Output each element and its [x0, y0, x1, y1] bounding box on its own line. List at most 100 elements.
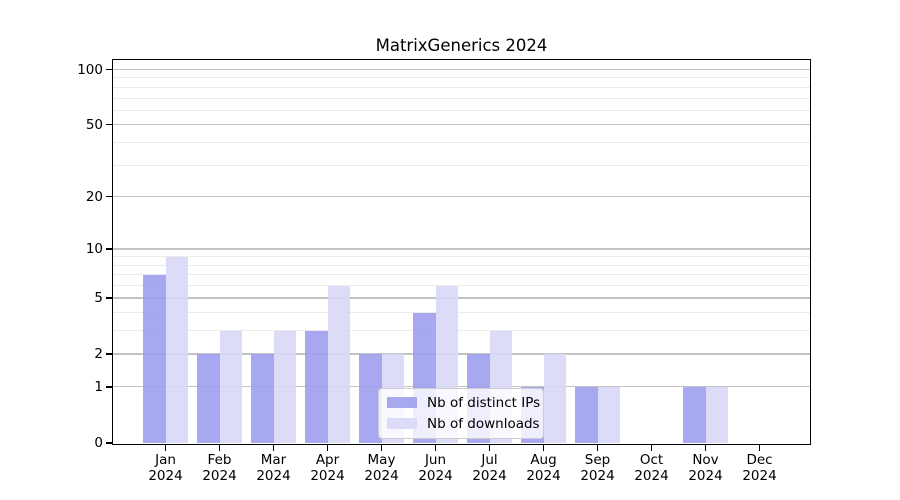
x-tick-oct — [650, 444, 653, 451]
bar-ips-nov — [683, 386, 706, 443]
x-tick-month-mar: Mar — [260, 452, 287, 468]
x-tick-month-jul: Jul — [481, 452, 498, 468]
bar-downloads-feb — [219, 330, 242, 443]
y-tick-label-1: 1 — [94, 378, 103, 395]
y-tick-0 — [106, 442, 113, 444]
legend-swatch-ips — [387, 397, 417, 408]
x-tick-sep — [596, 444, 599, 451]
gridline-y-5 — [113, 297, 810, 299]
minor-gridline-y-6 — [113, 285, 810, 287]
x-tick-year-sep: 2024 — [580, 468, 615, 484]
y-tick-label-5: 5 — [94, 289, 103, 306]
y-tick-label-10: 10 — [85, 240, 103, 257]
x-tick-year-nov: 2024 — [688, 468, 723, 484]
x-tick-month-aug: Aug — [530, 452, 557, 468]
y-tick-1 — [106, 386, 113, 388]
x-tick-mar — [272, 444, 275, 451]
x-tick-label-dec: Dec 2024 — [718, 452, 802, 484]
x-tick-year-jan: 2024 — [148, 468, 183, 484]
x-tick-label-sep: Sep 2024 — [556, 452, 640, 484]
y-tick-20 — [106, 195, 113, 198]
y-tick-10 — [106, 248, 113, 250]
bar-downloads-aug — [543, 354, 566, 443]
y-tick-label-100: 100 — [77, 61, 103, 78]
x-tick-year-feb: 2024 — [202, 468, 237, 484]
minor-gridline-y-30 — [113, 164, 810, 166]
x-tick-label-feb: Feb 2024 — [178, 452, 262, 484]
legend-swatch-downloads — [387, 418, 417, 429]
minor-gridline-y-3 — [113, 330, 810, 332]
minor-gridline-y-8 — [113, 264, 810, 266]
x-tick-year-apr: 2024 — [310, 468, 345, 484]
bar-ips-sep — [575, 386, 598, 443]
x-tick-label-jan: Jan 2024 — [124, 452, 208, 484]
x-tick-may — [380, 444, 383, 451]
x-tick-year-oct: 2024 — [634, 468, 669, 484]
y-tick-label-20: 20 — [85, 188, 103, 205]
y-tick-50 — [106, 124, 113, 126]
x-tick-month-jun: Jun — [424, 452, 447, 468]
gridline-y-100 — [113, 68, 810, 71]
x-tick-month-dec: Dec — [746, 452, 773, 468]
bar-ips-mar — [251, 354, 274, 443]
gridline-y-20 — [113, 196, 810, 198]
bar-ips-jan — [143, 274, 166, 443]
y-tick-label-0: 0 — [94, 435, 103, 451]
gridline-y-2 — [113, 353, 810, 355]
bar-ips-apr — [305, 330, 328, 443]
x-tick-label-jun: Jun 2024 — [394, 452, 478, 484]
x-tick-month-may: May — [367, 452, 396, 468]
x-tick-label-may: May 2024 — [340, 452, 424, 484]
bar-downloads-sep — [597, 386, 620, 443]
bar-ips-feb — [197, 354, 220, 443]
minor-gridline-y-90 — [113, 77, 810, 79]
gridline-y-10 — [113, 248, 810, 250]
x-tick-year-may: 2024 — [364, 468, 399, 484]
legend-label-ips: Nb of distinct IPs — [427, 394, 541, 411]
bar-downloads-mar — [273, 330, 296, 443]
y-tick-label-2: 2 — [94, 346, 103, 363]
x-tick-jun — [434, 444, 437, 451]
x-tick-year-mar: 2024 — [256, 468, 291, 484]
x-tick-label-oct: Oct 2024 — [610, 452, 694, 484]
x-tick-label-apr: Apr 2024 — [286, 452, 370, 484]
x-tick-label-mar: Mar 2024 — [232, 452, 316, 484]
bar-downloads-apr — [327, 285, 350, 443]
minor-gridline-y-4 — [113, 312, 810, 314]
y-tick-5 — [106, 297, 113, 299]
gridline-y-1 — [113, 386, 810, 388]
x-tick-nov — [704, 444, 707, 451]
chart-title: MatrixGenerics 2024 — [375, 36, 548, 55]
x-tick-month-jan: Jan — [155, 452, 176, 468]
x-tick-aug — [542, 444, 545, 451]
x-tick-apr — [326, 444, 329, 451]
x-tick-label-aug: Aug 2024 — [502, 452, 586, 484]
x-tick-feb — [218, 444, 221, 451]
gridline-y-50 — [113, 124, 810, 126]
y-tick-100 — [106, 68, 113, 71]
x-tick-label-jul: Jul 2024 — [448, 452, 532, 484]
x-tick-month-oct: Oct — [639, 452, 664, 468]
bar-downloads-jan — [165, 256, 188, 443]
minor-gridline-y-80 — [113, 86, 810, 88]
minor-gridline-y-60 — [113, 109, 810, 111]
legend-item-downloads: Nb of downloads — [387, 416, 540, 432]
bar-downloads-nov — [705, 386, 728, 443]
minor-gridline-y-70 — [113, 97, 810, 99]
x-tick-month-sep: Sep — [584, 452, 611, 468]
y-tick-label-50: 50 — [85, 116, 103, 133]
x-tick-year-jul: 2024 — [472, 468, 507, 484]
legend-label-downloads: Nb of downloads — [427, 415, 540, 432]
legend: Nb of distinct IPs Nb of downloads — [378, 387, 544, 439]
x-tick-year-aug: 2024 — [526, 468, 561, 484]
legend-item-ips: Nb of distinct IPs — [387, 395, 540, 411]
x-tick-year-dec: 2024 — [742, 468, 777, 484]
x-tick-month-feb: Feb — [207, 452, 232, 468]
x-tick-month-nov: Nov — [692, 452, 719, 468]
bar-ips-may — [359, 354, 382, 443]
x-tick-dec — [758, 444, 761, 451]
x-tick-jan — [164, 444, 167, 451]
minor-gridline-y-9 — [113, 256, 810, 258]
